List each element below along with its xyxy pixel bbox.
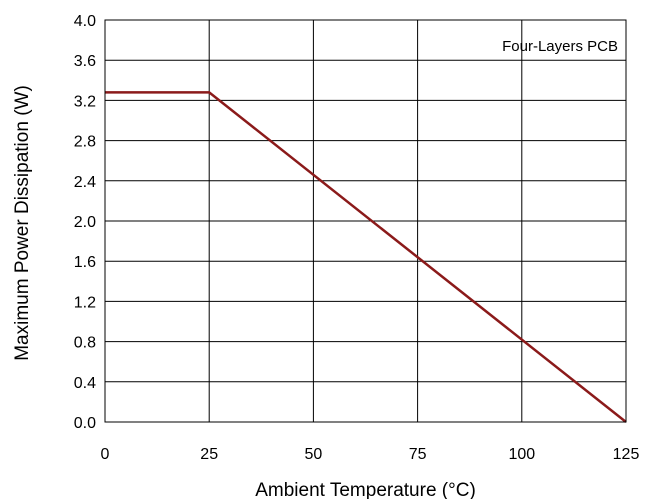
y-tick-label: 0.4 [74,375,96,392]
y-tick-label: 3.6 [74,53,96,70]
y-axis-ticks: 0.0 0.4 0.8 1.2 1.6 2.0 2.4 2.8 3.2 3.6 4.0 [74,13,96,432]
x-tick-label: 125 [613,446,640,463]
x-axis-label: Ambient Temperature (°C) [255,480,476,499]
y-tick-label: 0.8 [74,335,96,352]
y-tick-label: 4.0 [74,13,96,30]
y-tick-label: 2.8 [74,134,96,151]
derating-curve-line [105,91,627,423]
y-axis-label: Maximum Power Dissipation (W) [12,85,33,361]
x-tick-label: 75 [409,446,427,463]
series-layer [105,91,627,423]
y-tick-label: 3.2 [74,93,96,110]
pcb-annotation-label: Four-Layers PCB [502,38,618,55]
y-tick-label: 2.4 [74,174,96,191]
y-tick-label: 0.0 [74,415,96,432]
grid-lines [105,20,626,422]
plot-area-frame [104,19,627,423]
x-tick-label: 0 [101,446,110,463]
y-tick-label: 1.6 [74,254,96,271]
y-tick-label: 2.0 [74,214,96,231]
x-tick-label: 50 [305,446,323,463]
x-axis-ticks: 0 25 50 75 100 125 [101,446,640,463]
y-tick-label: 1.2 [74,294,96,311]
x-tick-label: 100 [508,446,535,463]
x-tick-label: 25 [200,446,218,463]
